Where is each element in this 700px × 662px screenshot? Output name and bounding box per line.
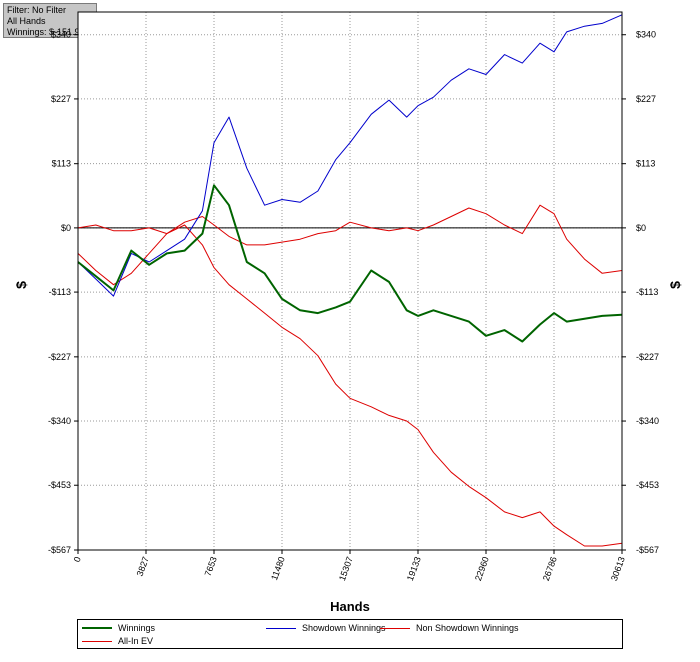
y-tick-label-right: -$340 [636,416,659,426]
legend-swatch-allin-ev [82,640,112,642]
y-tick-label-right: -$113 [636,287,658,297]
legend-label: Winnings [118,623,156,633]
y-axis-label-left: $ [13,281,29,289]
legend-label: Non Showdown Winnings [416,623,519,633]
series-line-all-in-ev [77,224,623,547]
series-layer [77,14,623,547]
y-tick-label-right: $113 [636,159,655,169]
y-tick-label-right: -$227 [636,352,659,362]
y-tick-label-left: -$113 [49,287,71,297]
y-tick-label-left: -$340 [48,416,71,426]
y-tick-label-left: $227 [51,94,71,104]
y-tick-label-right: -$567 [636,545,659,555]
x-axis-label: Hands [330,599,370,614]
hands-label: All Hands [7,16,46,26]
x-tick-label: 0 [72,555,83,563]
y-tick-label-right: $340 [636,30,656,40]
y-tick-label-left: -$453 [48,480,71,490]
y-tick-label-left: -$567 [48,545,71,555]
legend-item-showdown: Showdown Winnings [266,622,386,634]
legend-item-allin-ev: All-In EV [82,635,153,647]
plot-area [78,12,622,550]
x-tick-label: 15307 [337,555,355,582]
legend-label: All-In EV [118,636,154,646]
x-tick-label: 3827 [135,555,151,577]
grid-layer [77,12,623,551]
legend-item-winnings: Winnings [82,622,155,634]
x-tick-label: 7653 [203,555,219,577]
y-tick-label-right: $0 [636,223,646,233]
y-tick-label-left: -$227 [48,352,71,362]
legend-swatch-non-showdown [380,627,410,629]
y-tick-label-right: -$453 [636,480,659,490]
x-tick-label: 11480 [269,555,287,581]
plot-border [77,11,623,551]
y-axis-label-right: $ [667,281,683,289]
legend-swatch-showdown [266,627,296,629]
x-tick-label: 26786 [541,555,559,582]
x-tick-label: 19133 [405,555,423,582]
legend-label: Showdown Winnings [302,623,386,633]
filter-label: Filter: No Filter [7,5,67,15]
series-line-winnings [77,184,623,343]
legend: Winnings Showdown Winnings Non Showdown … [77,619,623,649]
x-tick-label: 30613 [609,555,627,582]
y-tick-label-left: $113 [52,159,71,169]
series-line-non-showdown-winnings [77,204,623,274]
y-tick-label-right: $227 [636,94,656,104]
y-tick-label-left: $0 [61,223,71,233]
x-tick-label: 22960 [473,555,491,582]
legend-swatch-winnings [82,627,112,629]
series-line-showdown-winnings [77,14,623,297]
y-tick-label-left: $340 [51,30,71,40]
legend-item-non-showdown: Non Showdown Winnings [380,622,519,634]
winnings-label: Winnings: $-151.97 [7,27,85,37]
